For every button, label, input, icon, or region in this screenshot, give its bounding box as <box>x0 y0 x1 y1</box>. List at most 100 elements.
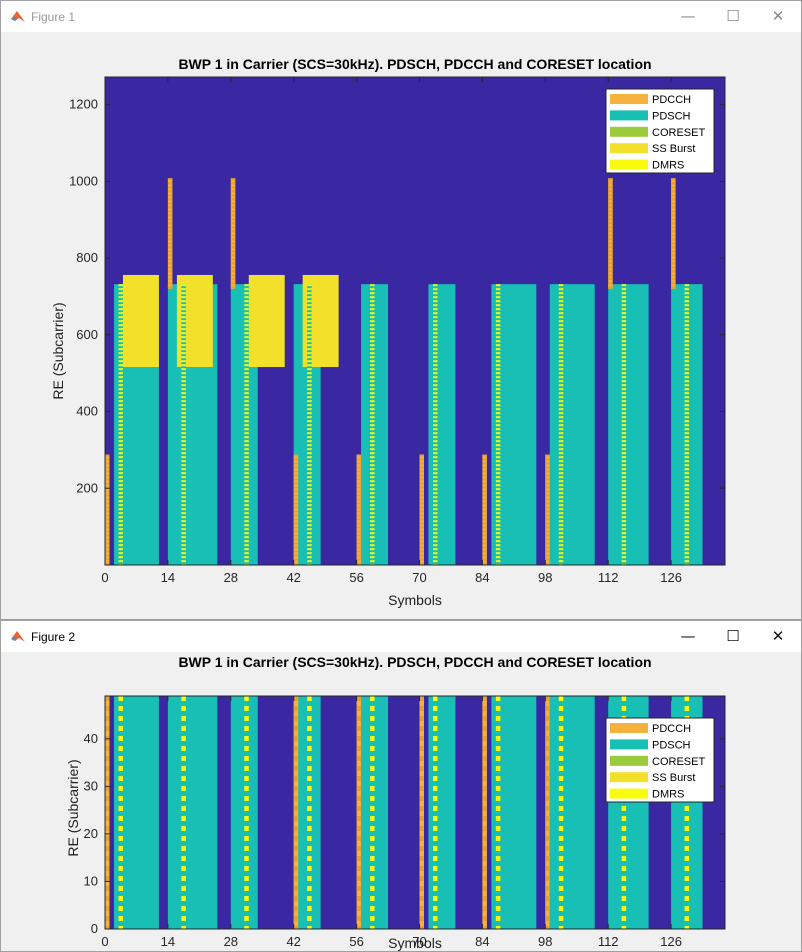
y-tick-label: 0 <box>91 921 98 936</box>
dmrs-region <box>307 284 312 565</box>
legend-swatch <box>610 110 648 121</box>
axes-box <box>104 76 726 566</box>
title-bar[interactable]: Figure 2 — ☐ ✕ <box>1 621 801 652</box>
legend-label: PDCCH <box>652 723 691 735</box>
legend-swatch <box>610 755 648 766</box>
legend-item[interactable]: DMRS <box>610 159 684 172</box>
pdcch-region <box>293 696 299 929</box>
x-tick-label: 70 <box>412 570 426 585</box>
legend[interactable]: PDCCH PDSCH CORESET SS Burst DMRS <box>605 88 715 174</box>
title-bar[interactable]: Figure 1 — ☐ ✕ <box>1 1 801 32</box>
legend-swatch <box>610 94 648 104</box>
legend-swatch <box>610 739 648 750</box>
y-tick-label: 30 <box>84 778 98 793</box>
pdcch-region <box>293 454 299 565</box>
legend-item[interactable]: CORESET <box>610 126 705 139</box>
x-tick-label: 126 <box>660 570 682 585</box>
legend-label: SS Burst <box>652 143 695 155</box>
legend-label: PDCCH <box>652 94 691 106</box>
minimize-button[interactable]: — <box>680 7 696 25</box>
maximize-button[interactable]: ☐ <box>726 7 740 25</box>
pdsch-region <box>549 696 595 929</box>
legend-item[interactable]: PDSCH <box>610 739 691 751</box>
dmrs-region <box>432 284 438 565</box>
x-tick-label: 70 <box>412 934 426 949</box>
dmrs-region <box>118 284 123 565</box>
dmrs-region <box>495 284 501 565</box>
legend-label: SS Burst <box>652 772 695 784</box>
x-tick-label: 14 <box>161 934 175 949</box>
y-tick-label: 40 <box>84 731 98 746</box>
pdcch-region <box>482 454 487 565</box>
y-tick-label: 10 <box>84 873 98 888</box>
dmrs-region <box>307 696 312 929</box>
chart-title: BWP 1 in Carrier (SCS=30kHz). PDSCH, PDC… <box>178 56 651 72</box>
close-button[interactable]: ✕ <box>771 627 785 645</box>
x-tick-label: 84 <box>475 570 489 585</box>
x-tick-label: 14 <box>161 570 175 585</box>
pdcch-region <box>419 696 424 929</box>
pdsch-region <box>428 284 456 565</box>
legend-item[interactable]: SS Burst <box>610 143 695 155</box>
pdsch-region <box>608 284 649 565</box>
y-tick-label: 200 <box>76 480 98 495</box>
x-tick-label: 42 <box>286 570 300 585</box>
legend-swatch <box>610 772 648 783</box>
pdcch-region <box>105 454 110 565</box>
legend-label: PDSCH <box>652 110 691 122</box>
pdcch-region <box>167 178 173 289</box>
x-tick-label: 0 <box>101 934 108 949</box>
minimize-button[interactable]: — <box>680 627 696 645</box>
legend[interactable]: PDCCH PDSCH CORESET SS Burst DMRS <box>605 717 715 803</box>
legend-swatch <box>610 788 648 799</box>
legend-label: PDSCH <box>652 739 691 751</box>
dmrs-region <box>495 696 501 929</box>
dmrs-region <box>244 284 249 565</box>
matlab-logo-icon <box>11 11 25 22</box>
maximize-button[interactable]: ☐ <box>726 627 740 645</box>
y-axis-label: RE (Subcarrier) <box>65 759 81 856</box>
figure-window-2: Figure 2 — ☐ ✕ BWP 1 in Carrier (SCS=30k… <box>0 620 802 952</box>
legend-item[interactable]: CORESET <box>610 755 705 768</box>
pdsch-region <box>549 284 595 565</box>
y-tick-label: 1200 <box>69 97 98 112</box>
figure-1-canvas: BWP 1 in Carrier (SCS=30kHz). PDSCH, PDC… <box>50 56 726 608</box>
ss-burst-region <box>248 274 285 368</box>
x-tick-label: 42 <box>286 934 300 949</box>
dmrs-region <box>370 284 375 565</box>
pdcch-region <box>105 696 110 929</box>
window-title: Figure 2 <box>31 630 76 644</box>
pdcch-region <box>356 696 362 929</box>
y-tick-label: 400 <box>76 404 98 419</box>
dmrs-region <box>181 696 186 929</box>
legend-item[interactable]: DMRS <box>610 788 684 801</box>
pdcch-region <box>608 178 613 289</box>
legend-swatch <box>610 143 648 154</box>
y-tick-label: 600 <box>76 327 98 342</box>
x-tick-label: 0 <box>101 570 108 585</box>
dmrs-region <box>181 284 186 565</box>
pdcch-region <box>545 696 550 929</box>
window-title: Figure 1 <box>31 10 76 24</box>
x-tick-label: 84 <box>475 934 489 949</box>
legend-item[interactable]: SS Burst <box>610 772 695 784</box>
dmrs-region <box>684 284 690 565</box>
legend-label: DMRS <box>652 789 684 801</box>
pdcch-region <box>482 696 487 929</box>
legend-label: CORESET <box>652 756 705 768</box>
close-button[interactable]: ✕ <box>771 7 785 25</box>
legend-item[interactable]: PDCCH <box>610 94 691 106</box>
legend-swatch <box>610 126 648 137</box>
pdsch-region <box>167 696 218 929</box>
legend-item[interactable]: PDSCH <box>610 110 691 122</box>
legend-label: CORESET <box>652 127 705 139</box>
dmrs-region <box>370 696 375 929</box>
pdcch-region <box>419 454 424 565</box>
x-tick-label: 112 <box>598 570 619 585</box>
dmrs-region <box>558 284 564 565</box>
x-tick-label: 98 <box>538 934 552 949</box>
dmrs-region <box>558 696 564 929</box>
plot-area[interactable] <box>104 695 726 930</box>
legend-item[interactable]: PDCCH <box>610 723 691 735</box>
dmrs-region <box>621 284 627 565</box>
